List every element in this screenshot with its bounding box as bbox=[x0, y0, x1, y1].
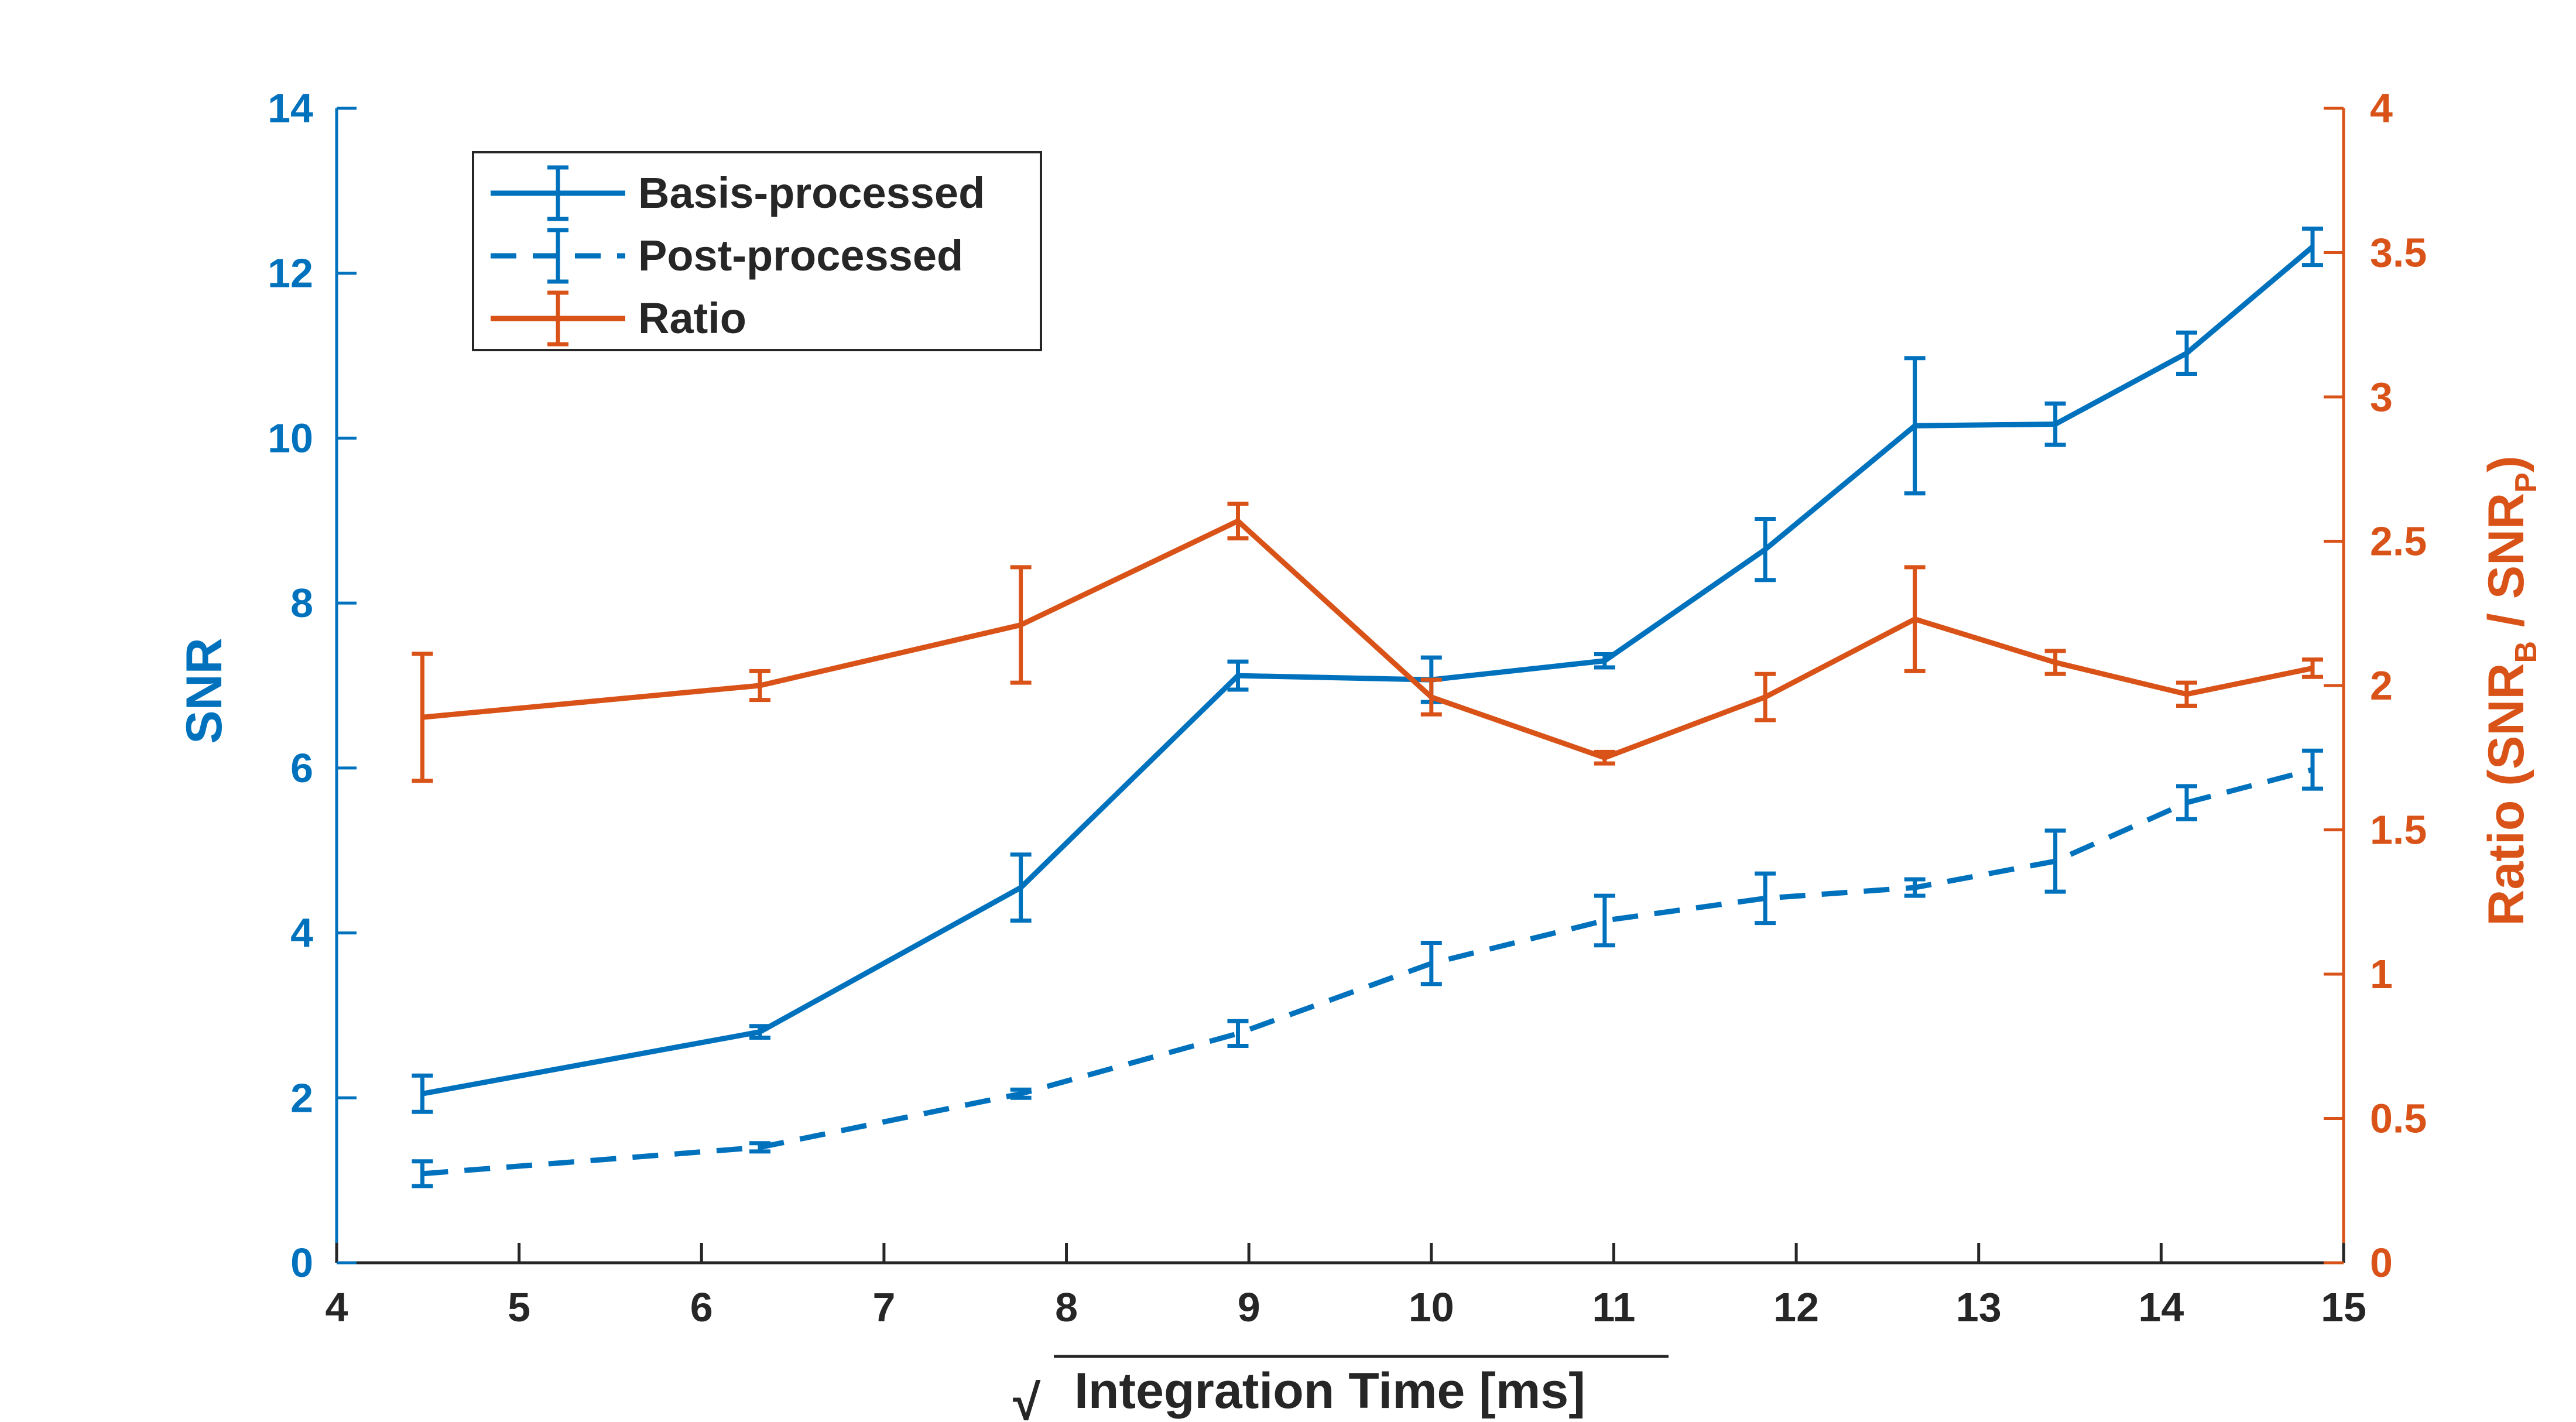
error-bar bbox=[1904, 565, 1926, 673]
error-bar bbox=[749, 1141, 770, 1154]
series-ratio bbox=[412, 501, 2324, 783]
error-bar bbox=[2302, 227, 2324, 268]
error-bar bbox=[1594, 749, 1615, 766]
y-right-tick-label: 4 bbox=[2370, 85, 2393, 131]
series-post-processed bbox=[412, 748, 2324, 1188]
y-right-tick-label: 0 bbox=[2370, 1240, 2393, 1286]
y-axis-right-title-part-3: ) bbox=[2478, 455, 2534, 472]
legend-label: Ratio bbox=[638, 294, 746, 342]
legend-label: Post-processed bbox=[638, 231, 963, 280]
error-bar bbox=[2176, 330, 2197, 376]
y-left-tick-label: 0 bbox=[290, 1240, 313, 1286]
error-bar bbox=[1227, 659, 1249, 692]
error-bar bbox=[1010, 852, 1032, 923]
series-line bbox=[422, 518, 2313, 760]
x-tick-label: 11 bbox=[1592, 1284, 1635, 1330]
legend-items: Basis-processed Post-processed Ratio bbox=[491, 165, 985, 347]
error-bar bbox=[412, 652, 433, 783]
error-bar bbox=[1755, 516, 1776, 582]
legend: Basis-processed Post-processed Ratio bbox=[472, 151, 1042, 351]
error-bar bbox=[1420, 677, 1442, 717]
y-right-tick-label: 3 bbox=[2370, 374, 2393, 420]
y-right-tick-label: 1 bbox=[2370, 951, 2393, 997]
legend-label: Basis-processed bbox=[638, 169, 985, 217]
legend-item: Basis-processed bbox=[491, 165, 985, 221]
y-left-tick-label: 4 bbox=[290, 910, 313, 956]
sqrt-symbol: √ bbox=[1013, 1375, 1041, 1422]
error-bar bbox=[412, 1073, 433, 1114]
y-left-tick-label: 6 bbox=[290, 745, 313, 791]
error-bar bbox=[1755, 871, 1776, 926]
y-left-tick-label: 12 bbox=[268, 251, 313, 296]
series-layer bbox=[412, 227, 2324, 1188]
x-tick-label: 5 bbox=[508, 1284, 530, 1330]
error-bar bbox=[1594, 652, 1615, 670]
x-tick-label: 8 bbox=[1055, 1284, 1078, 1330]
x-axis-title: Integration Time [ms] bbox=[1074, 1363, 1585, 1419]
error-bar bbox=[2302, 657, 2324, 679]
error-bar bbox=[2044, 401, 2066, 447]
error-bar bbox=[412, 1159, 433, 1188]
y-axis-left-title: SNR bbox=[176, 638, 232, 744]
x-tick-label: 4 bbox=[326, 1284, 348, 1330]
x-axis-title-group: √ Integration Time [ms] bbox=[1013, 1355, 1669, 1422]
error-bar bbox=[749, 1024, 770, 1040]
error-bar bbox=[1010, 565, 1032, 685]
y-left-tick-label: 10 bbox=[268, 415, 313, 461]
error-bar bbox=[2044, 828, 2066, 894]
legend-item: Ratio bbox=[491, 290, 746, 347]
x-tick-label: 6 bbox=[690, 1284, 713, 1330]
y-axis-right-title-part-1: Ratio (SNR bbox=[2478, 663, 2534, 926]
y-right-tick-label: 2 bbox=[2370, 663, 2393, 708]
legend-item: Post-processed bbox=[491, 228, 963, 284]
x-tick-label: 7 bbox=[872, 1284, 895, 1330]
x-tick-label: 13 bbox=[1956, 1284, 2002, 1330]
error-bar bbox=[1227, 1019, 1249, 1048]
error-bar bbox=[749, 669, 770, 703]
x-tick-label: 9 bbox=[1238, 1284, 1260, 1330]
series-basis-processed bbox=[412, 227, 2324, 1114]
y-axis-right-title-part-2: / SNR bbox=[2478, 493, 2534, 641]
error-bar bbox=[1420, 940, 1442, 986]
series-line bbox=[422, 245, 2314, 1097]
error-bar bbox=[1904, 356, 1926, 496]
y-right-tick-label: 1.5 bbox=[2370, 807, 2427, 853]
error-bar bbox=[1904, 877, 1926, 898]
y-axis-right-title-sub-b: B bbox=[2509, 641, 2543, 663]
error-bar bbox=[2044, 649, 2066, 676]
y-left-tick-label: 2 bbox=[290, 1075, 313, 1121]
y-right-tick-label: 2.5 bbox=[2370, 519, 2427, 564]
series-line bbox=[422, 767, 2314, 1177]
error-bar bbox=[2302, 748, 2324, 791]
x-tick-label: 12 bbox=[1773, 1284, 1819, 1330]
error-bar bbox=[1227, 501, 1249, 541]
error-bar bbox=[1755, 671, 1776, 722]
error-bar bbox=[1010, 1087, 1032, 1100]
y-right-tick-label: 0.5 bbox=[2370, 1096, 2427, 1142]
axes-layer: 4 5 6 7 8 9 10 11 12 13 14 150246810121400.511.522.… bbox=[268, 85, 2427, 1330]
y-left-tick-label: 8 bbox=[290, 580, 313, 626]
y-right-tick-label: 3.5 bbox=[2370, 230, 2427, 276]
y-left-tick-label: 14 bbox=[268, 85, 313, 131]
y-axis-right-title: Ratio (SNRB / SNRP) bbox=[2478, 455, 2543, 926]
error-bar bbox=[2176, 680, 2197, 708]
y-axis-right-title-sub-p: P bbox=[2509, 472, 2543, 493]
error-bar bbox=[2176, 784, 2197, 821]
x-tick-label: 15 bbox=[2321, 1284, 2366, 1330]
x-tick-label: 10 bbox=[1409, 1284, 1454, 1330]
error-bar bbox=[1594, 893, 1615, 948]
x-tick-label: 14 bbox=[2138, 1284, 2184, 1330]
